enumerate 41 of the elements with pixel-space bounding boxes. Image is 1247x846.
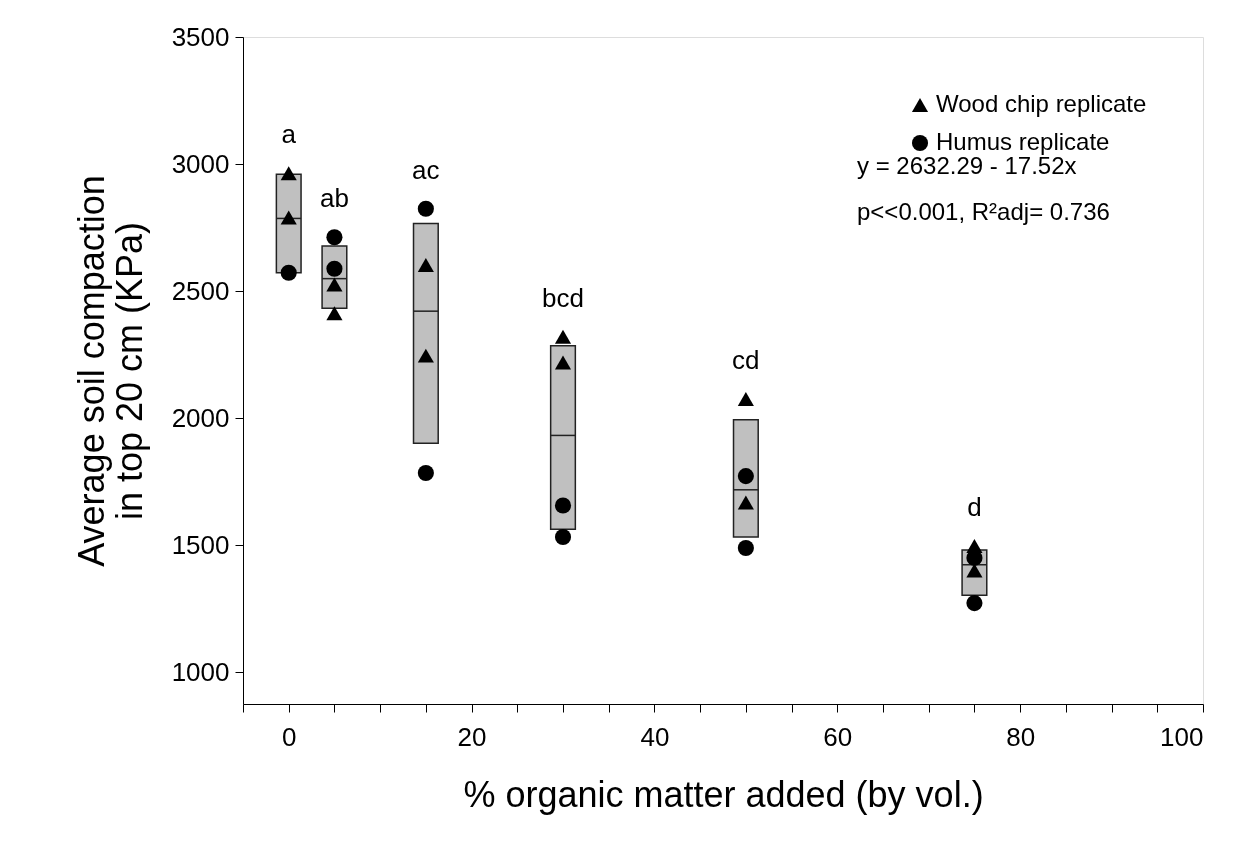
point bbox=[554, 497, 572, 514]
y-tick-label: 2000 bbox=[171, 402, 230, 433]
point bbox=[554, 355, 572, 370]
annotation: d bbox=[967, 491, 982, 522]
point bbox=[554, 329, 572, 344]
point bbox=[417, 257, 434, 272]
legend-label: Humus replicate bbox=[936, 128, 1110, 155]
y-tick-label: 3000 bbox=[171, 148, 230, 179]
point bbox=[737, 468, 754, 485]
point bbox=[737, 495, 754, 510]
annotation: a bbox=[281, 119, 297, 150]
annotation: ab bbox=[319, 183, 349, 214]
annotation: ac bbox=[412, 154, 440, 185]
point bbox=[417, 200, 434, 217]
x-tick-label: 20 bbox=[457, 721, 487, 752]
point bbox=[737, 392, 754, 407]
x-tick-label: 0 bbox=[281, 721, 297, 752]
y-axis-title: Average soil compaction in top 20 cm (KPa) bbox=[70, 175, 150, 567]
point bbox=[280, 166, 297, 181]
x-axis-title: % organic matter added (by vol.) bbox=[463, 773, 984, 815]
point bbox=[280, 210, 297, 225]
annotation: cd bbox=[732, 345, 760, 376]
point bbox=[326, 306, 343, 321]
legend-label: Wood chip replicate bbox=[936, 90, 1147, 117]
point bbox=[554, 529, 572, 546]
y-tick-label: 2500 bbox=[171, 275, 230, 306]
x-tick-label: 40 bbox=[640, 721, 670, 752]
annotation: bcd bbox=[542, 282, 584, 313]
x-tick-label: 100 bbox=[1160, 721, 1204, 752]
annotation: p<<0.001, R²adj= 0.736 bbox=[857, 198, 1110, 225]
x-tick-label: 80 bbox=[1006, 721, 1036, 752]
point bbox=[966, 595, 983, 612]
point bbox=[737, 539, 754, 557]
y-tick-label: 3500 bbox=[171, 21, 230, 52]
point bbox=[417, 464, 434, 482]
x-tick-label: 60 bbox=[823, 721, 853, 752]
point bbox=[326, 229, 343, 246]
point bbox=[280, 264, 297, 281]
y-tick-label: 1000 bbox=[171, 656, 230, 687]
y-tick-label: 1500 bbox=[171, 529, 230, 560]
point bbox=[417, 348, 434, 363]
